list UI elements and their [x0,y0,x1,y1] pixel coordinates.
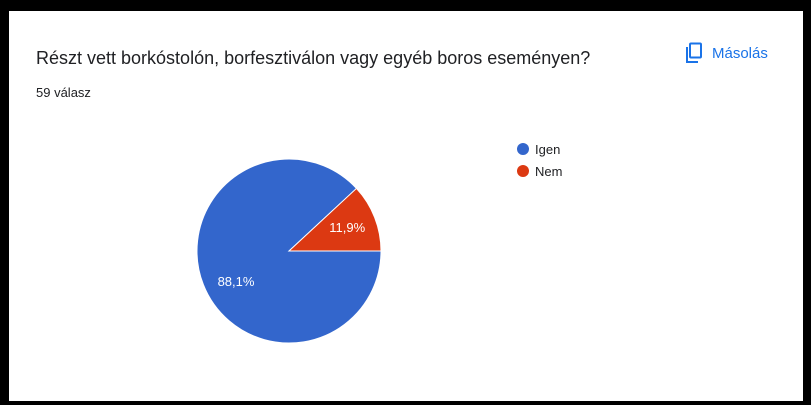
pie-slice-nem[interactable] [287,187,382,252]
question-title: Részt vett borkóstolón, borfesztiválon v… [36,48,591,68]
legend-swatch-nem [517,165,529,177]
legend-label-igen: Igen [535,142,560,157]
legend-swatch-igen [517,143,529,155]
copy-icon [685,42,703,64]
legend-label-nem: Nem [535,164,562,179]
response-count: 59 válasz [36,85,91,100]
pie-chart: 88,1% 11,9% Igen Nem [196,142,562,344]
copy-button-label: Másolás [712,44,768,62]
pie-data-label-nem: 11,9% [329,220,365,235]
pie-data-label-igen: 88,1% [218,274,255,289]
question-card: Részt vett borkóstolón, borfesztiválon v… [9,11,803,401]
copy-button[interactable]: Másolás [685,42,768,64]
